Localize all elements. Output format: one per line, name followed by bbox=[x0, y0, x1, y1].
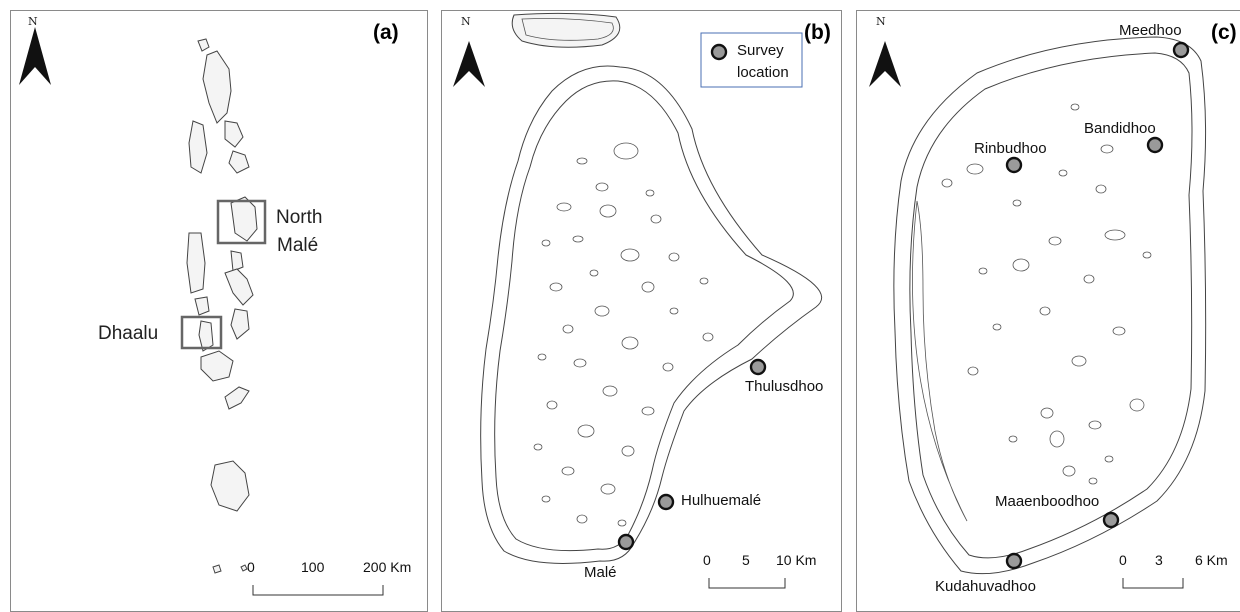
site-marker-kudahuvadhoo bbox=[1005, 552, 1023, 570]
atoll-outline bbox=[480, 65, 823, 564]
site-label-rinbudhoo: Rinbudhoo bbox=[974, 140, 1047, 157]
scale-tick-200: 200 Km bbox=[363, 559, 411, 575]
site-marker-thulusdhoo bbox=[749, 358, 767, 376]
survey-sites: Thulusdhoo Hulhuemalé Malé bbox=[584, 358, 823, 581]
survey-sites: Meedhoo Rinbudhoo Bandidhoo Maaenboodhoo… bbox=[935, 22, 1190, 595]
site-label-maaenboodhoo: Maaenboodhoo bbox=[995, 493, 1099, 510]
north-label: N bbox=[461, 15, 471, 28]
atoll-chain bbox=[186, 38, 258, 574]
region-label-dhaalu: Dhaalu bbox=[98, 323, 158, 344]
north-arrow: N bbox=[869, 15, 901, 87]
site-label-kudahuvadhoo: Kudahuvadhoo bbox=[935, 578, 1036, 595]
scale-tick-3: 3 bbox=[1155, 552, 1163, 568]
scale-bar: 0 5 10 Km bbox=[703, 552, 816, 589]
site-marker-meedhoo bbox=[1172, 41, 1190, 59]
panel-label-a: (a) bbox=[373, 21, 399, 44]
site-marker-hulhuemale bbox=[657, 493, 675, 511]
scale-bar: 0 100 200 Km bbox=[247, 559, 411, 596]
scale-bar: 0 3 6 Km bbox=[1119, 552, 1228, 589]
lagoon-reefs bbox=[533, 142, 714, 527]
maldives-overview-map: (a) N North Malé Dhaalu 0 100 200 Km bbox=[19, 15, 411, 596]
region-label-male: Malé bbox=[277, 235, 318, 256]
scale-tick-0: 0 bbox=[247, 559, 255, 575]
panel-label-b: (b) bbox=[804, 21, 831, 44]
dhaalu-box bbox=[180, 315, 223, 350]
north-male-atoll-map: (b) N Survey location bbox=[453, 12, 831, 589]
scale-tick-100: 100 bbox=[301, 559, 325, 575]
panel-label-c: (c) bbox=[1211, 21, 1237, 44]
site-label-hulhuemale: Hulhuemalé bbox=[681, 492, 761, 509]
site-label-thulusdhoo: Thulusdhoo bbox=[745, 378, 823, 395]
map-panel-b: (b) N Survey location bbox=[441, 10, 842, 612]
map-panel-c: (c) N Meedhoo bbox=[856, 10, 1240, 612]
north-label: N bbox=[28, 15, 38, 28]
scale-tick-0: 0 bbox=[703, 552, 711, 568]
site-marker-maaenboodhoo bbox=[1102, 511, 1120, 529]
site-marker-bandidhoo bbox=[1146, 136, 1164, 154]
north-arrow: N bbox=[19, 15, 51, 85]
north-male-box bbox=[216, 199, 267, 245]
north-label: N bbox=[876, 15, 886, 28]
site-marker-rinbudhoo bbox=[1005, 156, 1023, 174]
region-label-north: North bbox=[276, 207, 322, 228]
site-label-meedhoo: Meedhoo bbox=[1119, 22, 1182, 39]
site-marker-male bbox=[617, 533, 635, 551]
legend-box: Survey location bbox=[700, 32, 803, 88]
scale-tick-10: 10 Km bbox=[776, 552, 816, 568]
dhaalu-atoll-map: (c) N Meedhoo bbox=[869, 15, 1237, 595]
lagoon-reefs bbox=[941, 103, 1152, 485]
scale-tick-6: 6 Km bbox=[1195, 552, 1228, 568]
scale-tick-0: 0 bbox=[1119, 552, 1127, 568]
map-panel-a: (a) N North Malé Dhaalu 0 100 200 Km bbox=[10, 10, 428, 612]
north-arrow: N bbox=[453, 15, 485, 87]
legend-line-2: location bbox=[737, 64, 789, 81]
site-label-bandidhoo: Bandidhoo bbox=[1084, 120, 1156, 137]
site-label-male: Malé bbox=[584, 564, 617, 581]
legend-line-1: Survey bbox=[737, 42, 784, 59]
scale-tick-5: 5 bbox=[742, 552, 750, 568]
